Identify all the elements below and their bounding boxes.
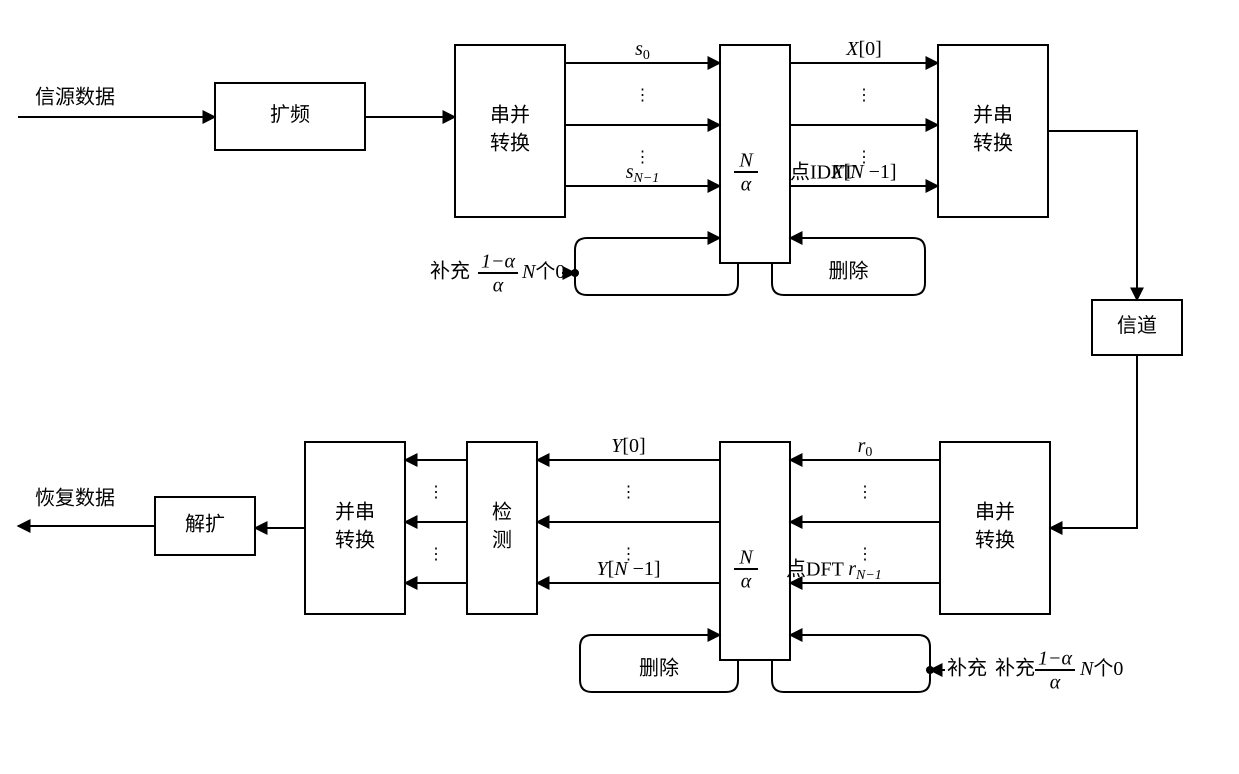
recover-label: 恢复数据 xyxy=(35,487,115,510)
node-dot xyxy=(571,269,579,277)
dft-suffix: 点DFT xyxy=(786,558,844,581)
frac-den: α xyxy=(1050,672,1061,694)
frac-num: N xyxy=(738,547,754,569)
frac-den: α xyxy=(741,174,752,196)
ps2-l1: 并串 xyxy=(335,501,375,524)
block-ps-bottom xyxy=(305,442,405,614)
delete-label-top: 删除 xyxy=(829,260,869,283)
frac-num: 1−α xyxy=(481,251,515,273)
label-r0: r0 xyxy=(858,435,873,461)
frac-den: α xyxy=(741,571,752,593)
block-sp-top xyxy=(455,45,565,217)
delete-label-bottom: 删除 xyxy=(639,657,679,680)
sp-label1: 串并 xyxy=(490,104,530,127)
pad-suffix-b: N个0 xyxy=(1079,657,1123,680)
frac-num: 1−α xyxy=(1038,648,1072,670)
pad-prefix-b2: 补充 xyxy=(995,657,1035,680)
label-Y0: Y[0] xyxy=(611,435,645,457)
frac-num: N xyxy=(738,150,754,172)
channel-label: 信道 xyxy=(1117,314,1157,337)
ps2-l2: 转换 xyxy=(335,529,375,552)
vdots: ⋮ xyxy=(857,546,873,563)
label-YN1: Y[N −1] xyxy=(596,558,660,580)
vdots: ⋮ xyxy=(857,484,873,501)
label-X0: X[0] xyxy=(845,38,882,60)
sp-label2: 转换 xyxy=(490,132,530,155)
vdots: ⋮ xyxy=(428,546,444,563)
sp2-l2: 转换 xyxy=(975,529,1015,552)
node-dot xyxy=(926,666,934,674)
label-s0: s0 xyxy=(635,38,650,64)
block-sp-bottom xyxy=(940,442,1050,614)
vdots: ⋮ xyxy=(621,484,637,501)
label-XN1: X[N −1] xyxy=(830,161,896,183)
det-l1: 检 xyxy=(492,501,512,524)
vdots: ⋮ xyxy=(635,87,651,104)
ps-label1: 并串 xyxy=(973,104,1013,127)
vdots: ⋮ xyxy=(428,484,444,501)
spread-label: 扩频 xyxy=(270,103,310,126)
arrow-channel-to-sp2 xyxy=(1050,355,1137,528)
loop-pad-top xyxy=(575,238,738,295)
arrow-ps-to-channel xyxy=(1048,131,1137,300)
block-idft xyxy=(720,45,790,263)
block-dft xyxy=(720,442,790,660)
pad-prefix-b: 补充 xyxy=(947,657,987,680)
det-l2: 测 xyxy=(492,529,512,552)
despread-label: 解扩 xyxy=(185,513,225,536)
vdots: ⋮ xyxy=(856,87,872,104)
sp2-l1: 串并 xyxy=(975,501,1015,524)
frac-den: α xyxy=(493,275,504,297)
block-ps-top xyxy=(938,45,1048,217)
ps-label2: 转换 xyxy=(973,132,1013,155)
pad-suffix: N个0 xyxy=(521,260,565,283)
source-label: 信源数据 xyxy=(35,86,115,109)
block-detect xyxy=(467,442,537,614)
loop-pad-bottom xyxy=(772,635,930,692)
vdots: ⋮ xyxy=(635,149,651,166)
pad-prefix: 补充 xyxy=(430,260,470,283)
